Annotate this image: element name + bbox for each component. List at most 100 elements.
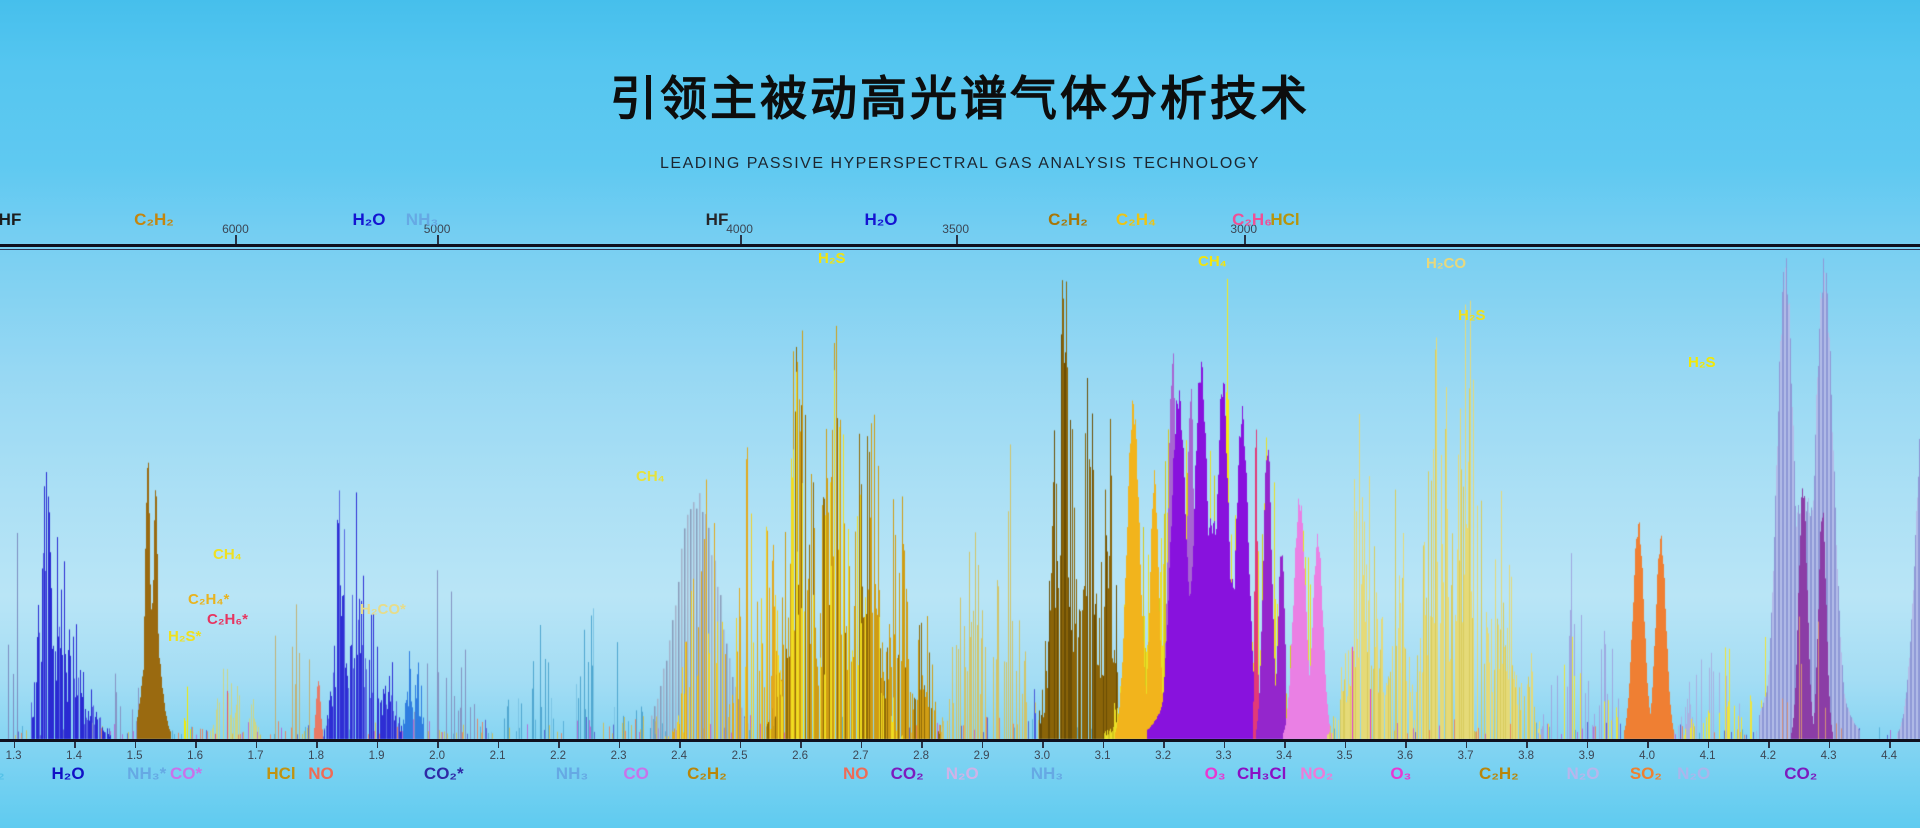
bottom-axis-tick-label: 3.1 [1094,750,1111,762]
bottom-axis-tick [618,742,621,748]
bottom-axis-tick-label: 1.9 [368,750,385,762]
bottom-axis-tick [497,742,500,748]
bottom-gas-label: C₂H₂ [687,764,727,783]
bottom-axis-tick-label: 1.6 [187,750,204,762]
bottom-axis-tick [1223,742,1226,748]
bottom-axis-tick [860,742,863,748]
top-axis-tick-label: 3500 [942,222,970,236]
bottom-gas-label: SO₂ [1629,764,1662,783]
top-axis-tick [235,235,238,244]
bottom-axis-tick [1526,742,1528,748]
peak-label: H₂S [1458,307,1486,324]
bottom-axis-tick [195,742,197,748]
bottom-gas-label: HCl [266,764,296,783]
bottom-axis-line [0,739,1920,742]
top-axis-tick-label: 5000 [423,222,451,236]
bottom-gas-label: C₂H₂ [1479,764,1519,783]
bottom-axis-tick [1707,742,1710,748]
bottom-axis-tick [558,742,560,748]
bottom-axis-tick-label: 2.6 [792,750,809,762]
peak-label: H₂S [818,250,846,267]
bottom-axis-tick-label: 3.8 [1518,750,1535,762]
bottom-axis-tick-label: 4.2 [1760,750,1777,762]
bottom-axis-tick-label: 3.6 [1397,750,1414,762]
bottom-gas-label: H₂O [51,764,85,783]
bottom-gas-label: CO₂ [1784,764,1818,783]
bottom-axis-tick-label: 1.3 [5,750,22,762]
top-gas-label: HCl [1270,210,1300,229]
bottom-axis-tick-label: 1.5 [126,750,143,762]
bottom-axis-tick-label: 2.9 [973,750,990,762]
bottom-gas-label: N₂O [945,764,979,783]
bottom-gas-label: NH₃ [1030,764,1064,783]
bottom-axis-tick-label: 2.0 [429,750,446,762]
bottom-axis-tick-label: 4.1 [1699,750,1716,762]
bottom-axis-tick [13,742,16,748]
bottom-axis-tick [1828,742,1831,748]
bottom-axis-tick [376,742,379,748]
top-gas-label: C₂H₄ [1115,210,1157,229]
bottom-axis-tick [74,742,76,748]
top-gas-label: C₂H₂ [1048,210,1088,229]
peak-label: H₂S* [168,628,202,645]
bottom-axis-tick-label: 2.5 [731,750,748,762]
top-gas-label: H₂O [352,210,386,229]
top-axis-tick [739,235,742,244]
bottom-axis-tick [255,742,258,748]
bottom-gas-label: O₃ [1204,764,1226,783]
peak-label: CH₄ [213,546,242,563]
bottom-axis-tick [134,742,137,748]
bottom-axis-tick [1889,742,1891,748]
bottom-gas-label: CH₃Cl [1236,764,1287,783]
top-gas-label: C₂H₆ [1232,210,1272,229]
bottom-axis-tick-label: 2.7 [852,750,869,762]
bottom-axis-tick-label: 4.4 [1881,750,1898,762]
bottom-axis-tick-label: 3.2 [1155,750,1172,762]
bottom-gas-label: CO₂ [890,764,924,783]
bottom-gas-label: NH₃* [127,764,167,783]
top-gas-label: HF [0,210,22,229]
bottom-gas-label: O₂ [0,764,5,783]
bottom-axis-tick [1163,742,1165,748]
bottom-gas-label: NO [843,764,869,783]
bottom-axis-tick-label: 2.4 [671,750,688,762]
bottom-axis-tick-label: 2.3 [610,750,627,762]
bottom-gas-label: NH₃ [555,764,589,783]
bottom-gas-label: O₃ [1390,764,1412,783]
bottom-gas-label: CO* [169,764,203,783]
bottom-axis-tick-label: 2.2 [550,750,567,762]
top-axis-tick-label: 6000 [222,222,249,236]
bottom-axis-tick [1042,742,1044,748]
top-gas-label: NH₃ [405,210,439,229]
bottom-axis-tick-label: 4.0 [1639,750,1656,762]
bottom-axis-tick-label: 3.0 [1034,750,1051,762]
bottom-gas-label: N₂O [1566,764,1600,783]
bottom-axis-tick [679,742,681,748]
peak-label: H₂CO [1426,255,1466,272]
bottom-axis-tick-label: 3.4 [1276,750,1293,762]
peak-label: CH₄ [636,468,665,485]
peak-label: C₂H₆* [207,611,248,628]
bottom-axis-tick [800,742,802,748]
bottom-axis-tick-label: 3.3 [1215,750,1232,762]
top-axis-subline [0,249,1920,250]
peak-label: H₂CO* [360,601,406,618]
bottom-axis-tick [1647,742,1649,748]
bottom-axis-tick [921,742,923,748]
bottom-axis-tick-label: 4.3 [1820,750,1837,762]
peak-label: H₂S [1688,354,1716,371]
bottom-axis-tick [981,742,984,748]
bottom-gas-label: NO [308,764,334,783]
bottom-axis-tick [1768,742,1770,748]
bottom-axis-tick [437,742,439,748]
bottom-gas-label: CO₂* [423,764,464,783]
top-axis-tick-label: 3000 [1230,222,1258,236]
page-title: 引领主被动高光谱气体分析技术 [610,72,1310,125]
peak-label: CH₄ [1198,253,1227,270]
bottom-gas-label: CO [623,764,649,783]
top-gas-label: C₂H₂ [134,210,174,229]
peak-label: C₂H₄* [188,591,230,608]
bottom-axis-tick [1405,742,1407,748]
bottom-axis-tick-label: 3.7 [1457,750,1474,762]
